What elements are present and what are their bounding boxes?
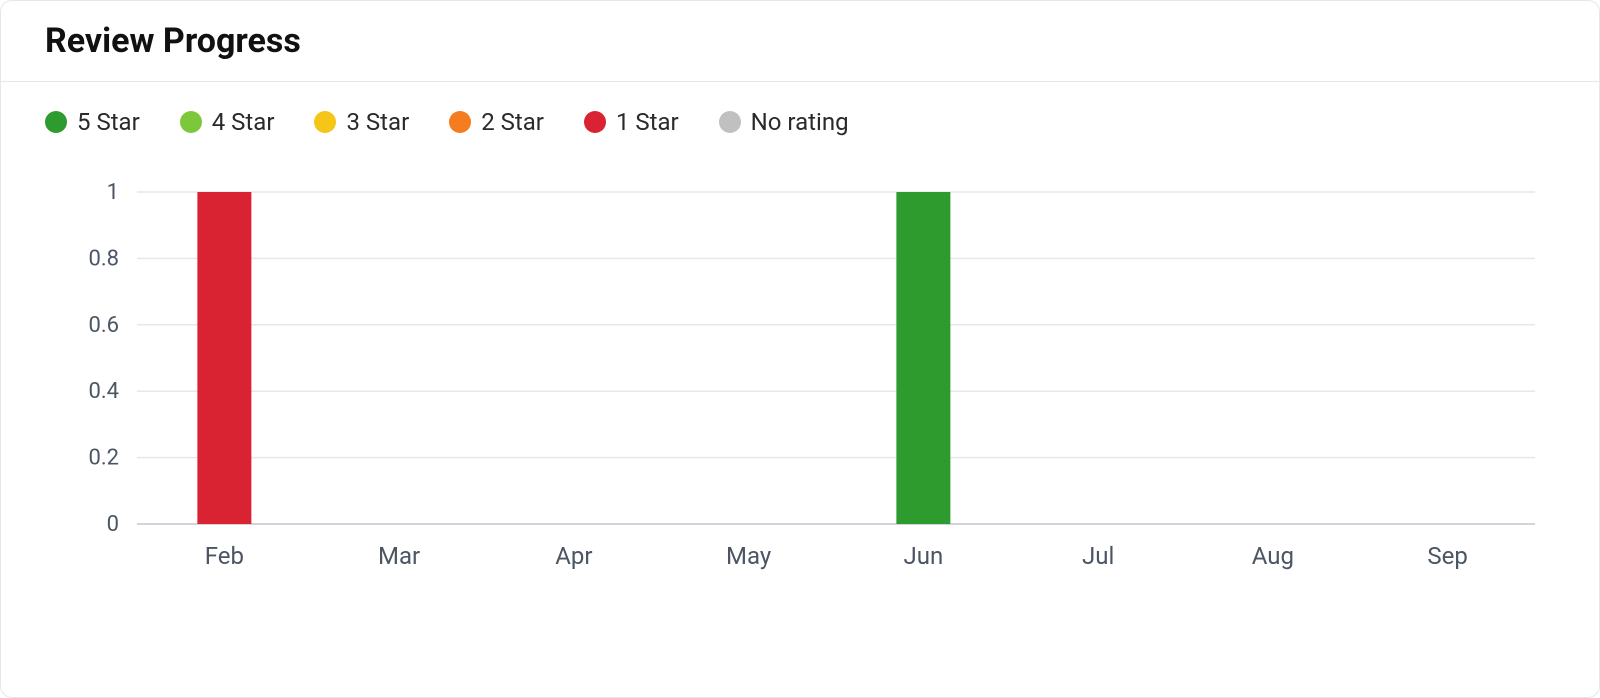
legend-dot-icon: [584, 111, 606, 133]
legend-label: 3 Star: [346, 108, 409, 136]
y-tick-label: 0.4: [88, 379, 119, 404]
legend-dot-icon: [45, 111, 67, 133]
card-title: Review Progress: [45, 21, 1555, 61]
legend-label: 1 Star: [616, 108, 679, 136]
legend-dot-icon: [314, 111, 336, 133]
y-tick-label: 0.8: [88, 246, 119, 271]
bar-segment[interactable]: [896, 192, 950, 524]
y-tick-label: 0.6: [88, 313, 119, 338]
legend-label: No rating: [751, 108, 849, 136]
legend-item[interactable]: 2 Star: [449, 108, 544, 136]
review-progress-card: Review Progress 5 Star 4 Star 3 Star 2 Star…: [0, 0, 1600, 698]
legend-item[interactable]: 4 Star: [180, 108, 275, 136]
x-tick-label: Mar: [378, 542, 420, 570]
y-tick-label: 1: [107, 180, 119, 205]
x-tick-label: Jul: [1082, 542, 1114, 570]
x-tick-label: Feb: [205, 542, 244, 570]
y-tick-label: 0.2: [88, 446, 119, 471]
y-tick-label: 0: [107, 512, 119, 537]
legend-item[interactable]: 1 Star: [584, 108, 679, 136]
x-tick-label: May: [726, 542, 772, 570]
legend: 5 Star 4 Star 3 Star 2 Star 1 Star No rating: [1, 82, 1599, 146]
legend-item[interactable]: No rating: [719, 108, 849, 136]
bar-segment[interactable]: [197, 192, 251, 524]
x-tick-label: Jun: [904, 542, 944, 570]
x-tick-label: Aug: [1252, 542, 1294, 570]
legend-label: 2 Star: [481, 108, 544, 136]
x-tick-label: Sep: [1427, 542, 1467, 570]
legend-label: 5 Star: [77, 108, 140, 136]
card-header: Review Progress: [1, 1, 1599, 82]
legend-item[interactable]: 3 Star: [314, 108, 409, 136]
legend-label: 4 Star: [212, 108, 275, 136]
legend-dot-icon: [180, 111, 202, 133]
legend-dot-icon: [449, 111, 471, 133]
legend-dot-icon: [719, 111, 741, 133]
bar-chart: 0 0.2 0.4 0.6 0.8 1 Feb Mar Apr May Jun Jul Aug Sep: [45, 174, 1557, 634]
legend-item[interactable]: 5 Star: [45, 108, 140, 136]
chart-container: 0 0.2 0.4 0.6 0.8 1 Feb Mar Apr May Jun Jul Aug Sep: [1, 146, 1599, 634]
x-tick-label: Apr: [555, 542, 592, 570]
